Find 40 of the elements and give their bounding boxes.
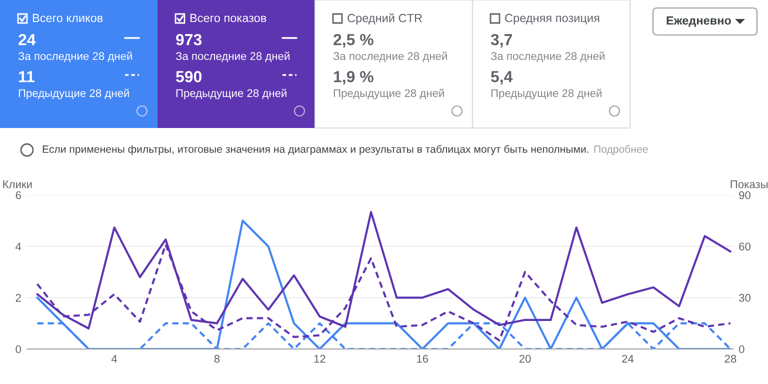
text: 2,5 %: [334, 34, 374, 48]
y2-axis-title: Показы: [730, 180, 768, 188]
text: 1,9 %: [334, 70, 374, 85]
text: За последние 28 дней: [333, 52, 447, 62]
text: Средний CTR: [348, 13, 422, 25]
text: Предыдущие 28 дней: [491, 88, 602, 100]
text: 590: [176, 70, 202, 82]
text: Предыдущие 28 дней: [18, 88, 129, 100]
x-tick-label: 24: [622, 354, 634, 363]
text: 3,7: [490, 34, 512, 48]
text: Предыдущие 28 дней: [334, 88, 444, 100]
y2-tick-label: 30: [738, 294, 750, 302]
text: Ежедневно: [666, 16, 731, 27]
text: Если применены фильтры, итоговые значения на диаграммах и результаты в таблицах могут быть неполными.: [42, 145, 588, 155]
y-tick-label: 6: [16, 191, 21, 200]
y-axis-title: Клики: [3, 180, 32, 188]
text: За последние 28 дней: [18, 52, 132, 62]
text: Всего показов: [190, 14, 266, 22]
text: 11: [19, 71, 34, 82]
text: Всего кликов: [32, 14, 103, 22]
x-tick-label: 28: [724, 354, 736, 363]
y2-tick-label: 60: [739, 242, 750, 250]
y-tick-label: 4: [16, 242, 22, 250]
x-tick-label: 8: [214, 354, 220, 363]
y-tick-label: 2: [16, 294, 21, 302]
x-tick-label: 16: [417, 354, 428, 363]
y-tick-label: 0: [16, 345, 22, 354]
y2-tick-label: 0: [738, 345, 744, 354]
text: За последние 28 дней: [176, 52, 290, 62]
x-tick-label: 12: [314, 354, 326, 363]
text: Предыдущие 28 дней: [176, 88, 286, 100]
text: Средняя позиция: [505, 14, 600, 24]
text: За последние 28 дней: [490, 52, 604, 62]
text: 5,4: [490, 71, 513, 85]
y2-tick-label: 90: [739, 191, 750, 200]
x-tick-label: 4: [111, 354, 118, 363]
text: 973: [176, 34, 202, 46]
x-tick-label: 20: [519, 354, 531, 363]
text: Подробнее: [594, 145, 648, 155]
text: 24: [18, 34, 36, 46]
